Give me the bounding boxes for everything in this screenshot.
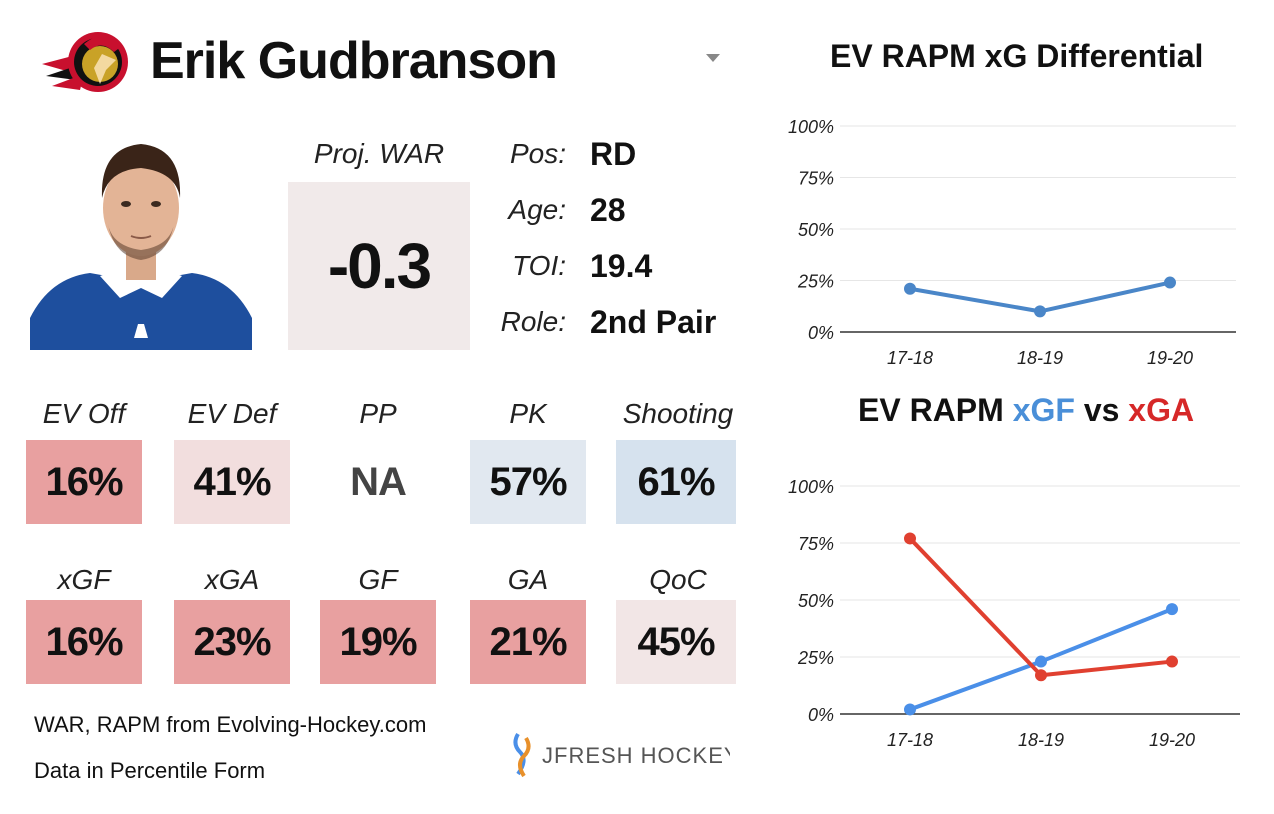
y-tick-label: 100% <box>788 477 834 497</box>
role-value: 2nd Pair <box>590 304 717 340</box>
data-point <box>1035 655 1047 668</box>
data-point <box>1034 305 1046 318</box>
x-tick-label: 17-18 <box>887 730 933 750</box>
toi-value: 19.4 <box>590 248 653 284</box>
series-line-xga <box>908 537 1173 678</box>
ev-off-tile: 16% <box>26 440 142 524</box>
title-vs: vs <box>1074 392 1129 428</box>
xga-tile: 23% <box>174 600 290 684</box>
pk-label: PK <box>509 398 547 429</box>
ev-def-tile: 41% <box>174 440 290 524</box>
y-tick-label: 50% <box>798 591 834 611</box>
y-tick-label: 0% <box>808 705 834 725</box>
ev-def-label: EV Def <box>187 398 277 429</box>
x-tick-label: 17-18 <box>887 348 933 368</box>
data-point <box>1164 276 1176 289</box>
title-prefix: EV RAPM <box>858 392 1013 428</box>
brand-text: JFRESH HOCKEY <box>542 743 730 768</box>
xg-differential-title: EV RAPM xG Differential <box>830 38 1204 74</box>
data-point <box>904 703 916 716</box>
xg-differential-chart: 0% 25% 50% 75% 100% 17-18 18-19 19-20 <box>788 117 1236 368</box>
senators-logo-icon <box>40 24 132 98</box>
data-point <box>1166 655 1178 668</box>
y-tick-label: 75% <box>798 169 834 189</box>
data-point <box>1035 669 1047 682</box>
xgf-vs-xga-chart: 0% 25% 50% 75% 100% 17-18 18-19 19-20 <box>788 477 1240 750</box>
xgf-vs-xga-title: EV RAPM xGF vs xGA <box>858 392 1194 429</box>
pp-label: PP <box>359 398 397 429</box>
xgf-label: xGF <box>57 564 111 595</box>
x-tick-label: 19-20 <box>1147 348 1193 368</box>
position-label: Pos: <box>509 138 566 169</box>
data-point <box>904 282 916 295</box>
title-xgf: xGF <box>1012 392 1075 428</box>
age-label: Age: <box>508 194 566 225</box>
jfresh-hockey-brand: JFRESH HOCKEY <box>510 730 739 780</box>
gf-tile: 19% <box>320 600 436 684</box>
age-value: 28 <box>590 192 626 228</box>
y-tick-label: 100% <box>788 117 834 137</box>
data-point <box>904 532 916 545</box>
pp-tile: NA <box>320 440 436 524</box>
xgf-tile: 16% <box>26 600 142 684</box>
ga-label: GA <box>507 564 549 595</box>
war-label: Proj. WAR <box>313 138 445 169</box>
ga-tile: 21% <box>470 600 586 684</box>
player-photo <box>30 128 252 350</box>
shooting-label: Shooting <box>622 398 734 429</box>
role-label: Role: <box>500 306 566 337</box>
y-tick-label: 50% <box>798 220 834 240</box>
toi-label: TOI: <box>512 250 566 281</box>
x-tick-label: 18-19 <box>1018 730 1064 750</box>
percentile-note: Data in Percentile Form <box>34 758 266 783</box>
qoc-label: QoC <box>649 564 707 595</box>
source-credit: WAR, RAPM from Evolving-Hockey.com <box>34 712 427 737</box>
x-tick-label: 19-20 <box>1149 730 1195 750</box>
qoc-tile: 45% <box>616 600 736 684</box>
ev-off-label: EV Off <box>42 398 126 429</box>
war-value: -0.3 <box>288 182 470 350</box>
y-tick-label: 0% <box>808 323 834 343</box>
y-tick-label: 25% <box>797 648 834 668</box>
xga-label: xGA <box>204 564 260 595</box>
shooting-tile: 61% <box>616 440 736 524</box>
jfresh-logo-icon <box>513 732 526 776</box>
y-tick-label: 25% <box>797 272 834 292</box>
pk-tile: 57% <box>470 440 586 524</box>
chevron-down-icon[interactable] <box>706 54 720 62</box>
y-tick-label: 75% <box>798 534 834 554</box>
player-name: Erik Gudbranson <box>150 32 558 90</box>
gf-label: GF <box>358 564 398 595</box>
position-value: RD <box>590 136 637 172</box>
x-tick-label: 18-19 <box>1017 348 1063 368</box>
data-point <box>1166 603 1178 616</box>
title-xga: xGA <box>1128 392 1195 428</box>
